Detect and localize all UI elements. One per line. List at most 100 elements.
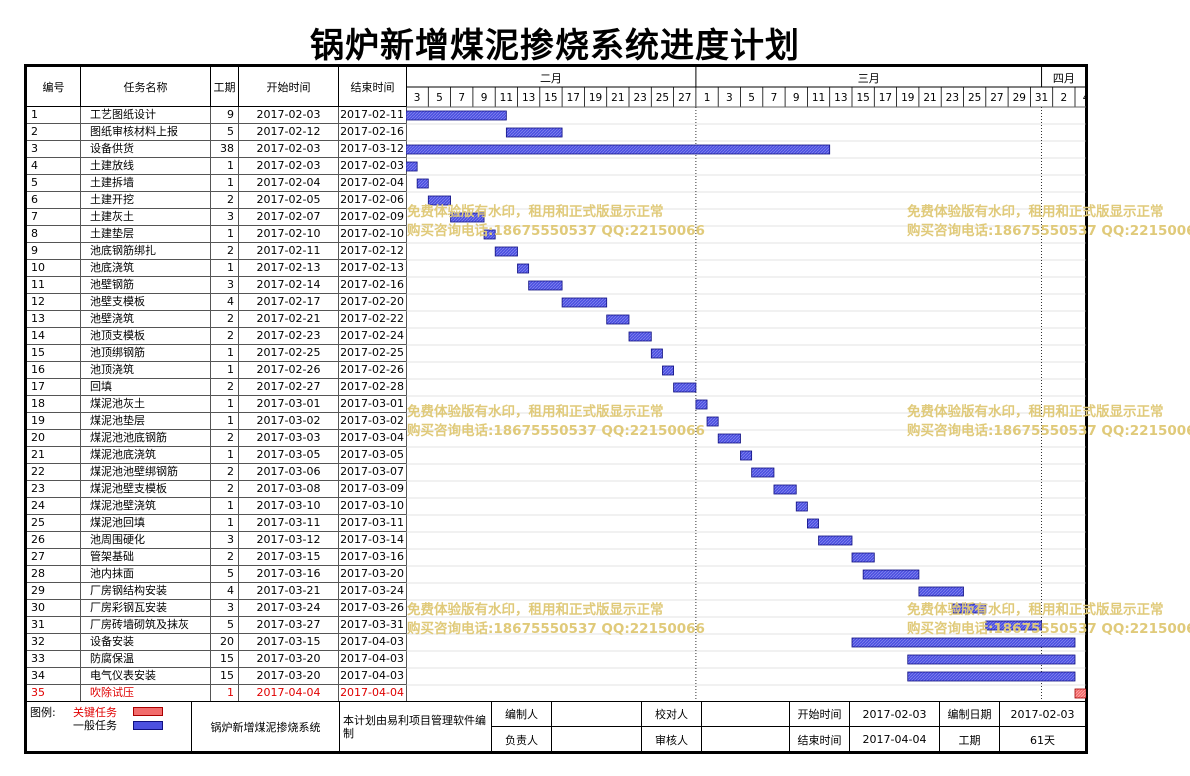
task-end: 2017-02-24 — [339, 328, 407, 345]
table-row: 28 池内抹面 5 2017-03-16 2017-03-20 — [27, 566, 407, 583]
task-bar — [985, 620, 1042, 631]
day-tick-label: 9 — [793, 92, 800, 104]
task-no: 32 — [27, 634, 81, 651]
table-row: 22 煤泥池池壁绑钢筋 2 2017-03-06 2017-03-07 — [27, 464, 407, 481]
day-tick-label: 11 — [812, 92, 825, 104]
period-label: 工期 — [940, 727, 1000, 752]
task-no: 1 — [27, 107, 81, 124]
day-tick-label: 17 — [567, 92, 580, 104]
day-tick-label: 23 — [946, 92, 959, 104]
task-no: 26 — [27, 532, 81, 549]
task-start: 2017-02-26 — [239, 362, 339, 379]
month-label: 三月 — [858, 72, 880, 85]
task-end: 2017-03-11 — [339, 515, 407, 532]
task-bar — [795, 501, 808, 512]
task-duration: 20 — [211, 634, 239, 651]
task-end: 2017-04-04 — [339, 685, 407, 702]
task-start: 2017-02-07 — [239, 209, 339, 226]
end-label: 结束时间 — [790, 727, 850, 752]
task-duration: 1 — [211, 413, 239, 430]
table-row: 10 池底浇筑 1 2017-02-13 2017-02-13 — [27, 260, 407, 277]
task-name: 土建开挖 — [81, 192, 211, 209]
checker-value — [702, 702, 790, 727]
task-end: 2017-03-20 — [339, 566, 407, 583]
gantt-chart: 二月 三月 四月3 5 7 9 11 13 15 17 19 21 23 25 27 1 3 5 7 9 11 13 15 1… — [406, 67, 1086, 701]
task-no: 25 — [27, 515, 81, 532]
checker-label: 校对人 — [642, 702, 702, 727]
task-duration: 1 — [211, 685, 239, 702]
task-bar — [818, 535, 853, 546]
task-start: 2017-03-15 — [239, 634, 339, 651]
table-row: 25 煤泥池回填 1 2017-03-11 2017-03-11 — [27, 515, 407, 532]
day-tick-label: 5 — [748, 92, 755, 104]
table-row: 8 土建垫层 1 2017-02-10 2017-02-10 — [27, 226, 407, 243]
task-duration: 15 — [211, 651, 239, 668]
table-row: 24 煤泥池壁浇筑 1 2017-03-10 2017-03-10 — [27, 498, 407, 515]
gantt-frame: 编号 任务名称 工期 开始时间 结束时间 1 工艺图纸设计 9 2017-02-03 2… — [24, 64, 1190, 754]
col-header-no: 编号 — [27, 67, 81, 107]
task-duration: 5 — [211, 566, 239, 583]
task-end: 2017-03-16 — [339, 549, 407, 566]
day-tick-label: 27 — [678, 92, 691, 104]
task-bar — [606, 314, 630, 325]
task-bar — [851, 637, 1076, 648]
task-bar — [406, 144, 831, 155]
table-row: 4 土建放线 1 2017-02-03 2017-02-03 — [27, 158, 407, 175]
task-bar — [406, 110, 507, 121]
table-row: 5 土建拆墙 1 2017-02-04 2017-02-04 — [27, 175, 407, 192]
day-tick-label: 21 — [923, 92, 936, 104]
task-end: 2017-02-25 — [339, 345, 407, 362]
editor-label: 编制人 — [492, 702, 552, 727]
task-start: 2017-02-10 — [239, 226, 339, 243]
day-tick-label: 23 — [633, 92, 646, 104]
task-no: 28 — [27, 566, 81, 583]
table-row: 32 设备安装 20 2017-03-15 2017-04-03 — [27, 634, 407, 651]
task-duration: 2 — [211, 464, 239, 481]
day-tick-label: 25 — [656, 92, 669, 104]
task-bar — [561, 297, 608, 308]
day-tick-label: 1 — [704, 92, 711, 104]
month-label: 二月 — [540, 72, 562, 85]
task-duration: 5 — [211, 617, 239, 634]
task-end: 2017-02-13 — [339, 260, 407, 277]
task-end: 2017-02-04 — [339, 175, 407, 192]
col-header-name: 任务名称 — [81, 67, 211, 107]
table-row: 2 图纸审核材料上报 5 2017-02-12 2017-02-16 — [27, 124, 407, 141]
legend: 图例: 关键任务 一般任务 — [27, 702, 192, 752]
task-duration: 1 — [211, 515, 239, 532]
task-bar — [951, 603, 987, 614]
table-row: 30 厂房彩钢瓦安装 3 2017-03-24 2017-03-26 — [27, 600, 407, 617]
date-label: 编制日期 — [940, 702, 1000, 727]
task-name: 厂房钢结构安装 — [81, 583, 211, 600]
task-bar — [907, 671, 1076, 682]
task-start: 2017-02-25 — [239, 345, 339, 362]
task-bar — [505, 127, 563, 138]
task-name: 池内抹面 — [81, 566, 211, 583]
task-start: 2017-04-04 — [239, 685, 339, 702]
task-bar — [628, 331, 652, 342]
task-start: 2017-02-17 — [239, 294, 339, 311]
day-tick-label: 19 — [589, 92, 602, 104]
task-no: 7 — [27, 209, 81, 226]
task-end: 2017-02-09 — [339, 209, 407, 226]
task-start: 2017-02-03 — [239, 141, 339, 158]
task-name: 土建拆墙 — [81, 175, 211, 192]
task-bar — [717, 433, 741, 444]
task-name: 池壁钢筋 — [81, 277, 211, 294]
day-tick-label: 7 — [771, 92, 778, 104]
task-no: 24 — [27, 498, 81, 515]
task-no: 11 — [27, 277, 81, 294]
reviewer-value — [702, 727, 790, 752]
task-end: 2017-04-03 — [339, 668, 407, 685]
critical-task-bar — [1074, 688, 1086, 699]
table-row: 33 防腐保温 15 2017-03-20 2017-04-03 — [27, 651, 407, 668]
task-start: 2017-03-15 — [239, 549, 339, 566]
task-bar — [650, 348, 663, 359]
task-name: 回填 — [81, 379, 211, 396]
task-start: 2017-03-06 — [239, 464, 339, 481]
task-duration: 38 — [211, 141, 239, 158]
legend-normal-label: 一般任务 — [73, 719, 117, 732]
task-bar — [494, 246, 518, 257]
day-tick-label: 31 — [1035, 92, 1048, 104]
period-value: 61天 — [1030, 733, 1055, 747]
